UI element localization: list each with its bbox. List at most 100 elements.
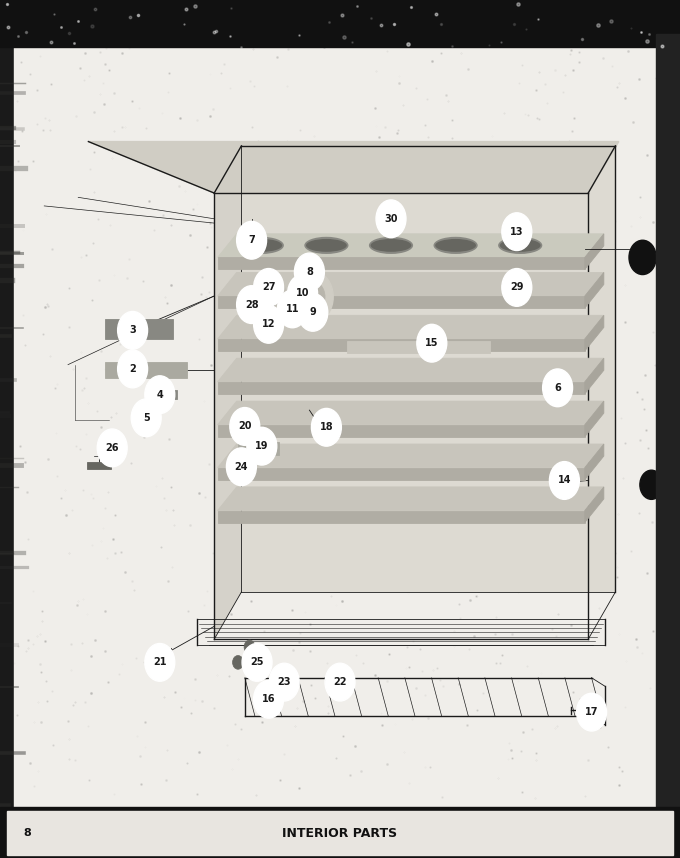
Circle shape <box>325 663 355 701</box>
Polygon shape <box>218 296 585 308</box>
Bar <box>0 0 680 47</box>
Circle shape <box>269 663 299 701</box>
Text: 12: 12 <box>262 319 275 329</box>
Text: 14: 14 <box>558 475 571 486</box>
Bar <box>7 811 673 855</box>
Circle shape <box>640 470 663 499</box>
Circle shape <box>244 640 255 654</box>
Circle shape <box>247 427 277 465</box>
Circle shape <box>502 269 532 306</box>
Ellipse shape <box>240 237 284 254</box>
Polygon shape <box>585 273 604 308</box>
Circle shape <box>298 293 328 331</box>
Text: 8: 8 <box>306 267 313 277</box>
Text: 23: 23 <box>277 677 291 687</box>
Text: 24: 24 <box>235 462 248 472</box>
Text: 10: 10 <box>296 288 309 299</box>
Text: 6: 6 <box>554 383 561 393</box>
Ellipse shape <box>371 239 411 252</box>
Polygon shape <box>218 402 604 425</box>
Polygon shape <box>585 234 604 269</box>
Polygon shape <box>218 339 585 351</box>
Text: INTERIOR PARTS: INTERIOR PARTS <box>282 826 398 840</box>
Circle shape <box>311 408 341 446</box>
Polygon shape <box>585 444 604 480</box>
Text: 25: 25 <box>250 657 264 668</box>
Ellipse shape <box>498 237 543 254</box>
Text: 5: 5 <box>143 413 150 423</box>
Circle shape <box>254 269 284 306</box>
Text: 18: 18 <box>320 422 333 432</box>
Circle shape <box>145 644 175 681</box>
Text: 13: 13 <box>510 227 524 237</box>
Circle shape <box>288 275 318 312</box>
Text: 2: 2 <box>129 364 136 374</box>
Bar <box>238 442 279 455</box>
Ellipse shape <box>500 239 541 252</box>
Text: 26: 26 <box>105 443 119 453</box>
Polygon shape <box>218 234 604 257</box>
Ellipse shape <box>435 239 476 252</box>
Circle shape <box>131 399 161 437</box>
Bar <box>87 462 111 469</box>
Text: 22: 22 <box>333 677 347 687</box>
Circle shape <box>230 408 260 445</box>
Polygon shape <box>88 142 619 193</box>
Circle shape <box>118 350 148 388</box>
Circle shape <box>543 369 573 407</box>
Ellipse shape <box>241 239 282 252</box>
Text: 29: 29 <box>510 282 524 293</box>
Text: 17: 17 <box>585 707 598 717</box>
Circle shape <box>629 240 656 275</box>
Polygon shape <box>218 511 585 523</box>
Circle shape <box>226 448 256 486</box>
Text: 20: 20 <box>238 421 252 432</box>
Ellipse shape <box>306 239 347 252</box>
Circle shape <box>502 213 532 251</box>
Circle shape <box>254 305 284 343</box>
Circle shape <box>417 324 447 362</box>
Polygon shape <box>241 146 615 592</box>
Circle shape <box>260 286 277 308</box>
Circle shape <box>307 290 318 304</box>
Text: 11: 11 <box>286 304 299 314</box>
Circle shape <box>277 290 307 328</box>
Circle shape <box>292 271 333 323</box>
Polygon shape <box>218 425 585 437</box>
Text: 28: 28 <box>245 299 258 310</box>
Polygon shape <box>218 257 585 269</box>
Polygon shape <box>218 382 585 394</box>
Circle shape <box>145 376 175 414</box>
Text: 8: 8 <box>23 828 31 838</box>
Polygon shape <box>218 468 585 480</box>
Text: 4: 4 <box>156 390 163 400</box>
Polygon shape <box>218 273 604 296</box>
Text: 19: 19 <box>255 441 269 451</box>
Polygon shape <box>218 316 604 339</box>
Circle shape <box>237 286 267 323</box>
Circle shape <box>301 281 325 312</box>
Circle shape <box>577 693 607 731</box>
Circle shape <box>139 406 146 414</box>
Bar <box>105 319 173 339</box>
Text: 15: 15 <box>425 338 439 348</box>
Bar <box>150 390 177 399</box>
Text: 30: 30 <box>384 214 398 224</box>
Polygon shape <box>218 359 604 382</box>
Bar <box>105 362 187 378</box>
Circle shape <box>233 656 243 669</box>
Polygon shape <box>347 341 490 353</box>
Ellipse shape <box>369 237 413 254</box>
Text: 9: 9 <box>309 307 316 317</box>
Polygon shape <box>585 359 604 394</box>
Polygon shape <box>585 402 604 437</box>
Ellipse shape <box>304 237 348 254</box>
Bar <box>0 807 680 858</box>
Text: 3: 3 <box>129 325 136 335</box>
Circle shape <box>294 253 324 291</box>
Circle shape <box>251 275 286 319</box>
Circle shape <box>376 200 406 238</box>
Polygon shape <box>218 486 604 511</box>
Circle shape <box>254 680 284 718</box>
Bar <box>656 34 680 807</box>
